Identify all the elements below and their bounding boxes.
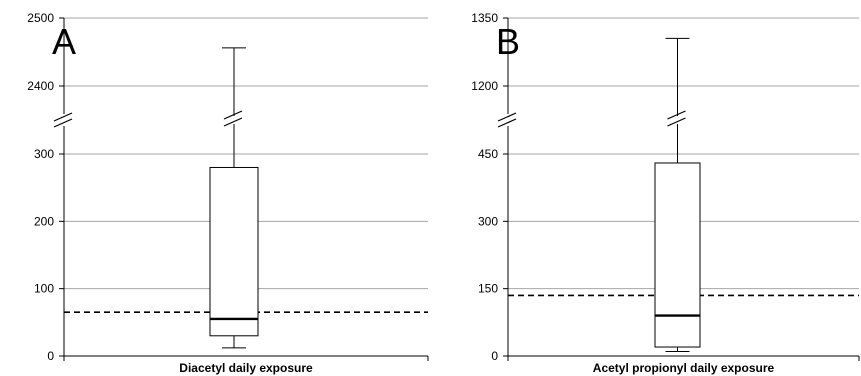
x-axis-label: Diacetyl daily exposure [179,361,313,375]
axis-break-mark [53,118,73,128]
y-tick-label: 0 [47,349,54,363]
y-tick-label: 2400 [27,79,54,93]
y-tick-label: 300 [478,214,498,228]
whisker-break-mark [667,110,686,120]
whisker-break-mark [223,110,243,120]
box-iqr [209,166,259,337]
y-tick-label: 2500 [27,11,54,25]
panel-label: B [496,21,520,62]
y-tick-label: 300 [34,147,54,161]
y-tick-label: 100 [34,282,54,296]
y-tick-label: 0 [491,349,498,363]
axis-break-mark [497,118,517,128]
axis-break-mark [497,112,517,122]
panel-label: A [52,21,76,62]
y-tick-label: 1200 [471,79,498,93]
y-tick-label: 1350 [471,11,498,25]
y-tick-label: 150 [478,282,498,296]
panel-b: 0 150 300 450 1200 1350 Acetyl propionyl daily… [471,11,860,375]
y-tick-label: 200 [34,214,54,228]
axis-break-mark [53,112,73,122]
box-iqr [654,162,701,348]
x-axis-label: Acetyl propionyl daily exposure [593,361,775,375]
panel-a: 0 100 200 300 2400 2500 Diacetyl daily exposur… [27,11,429,375]
y-tick-label: 450 [478,147,498,161]
whisker-break-mark [667,117,686,127]
whisker-break-mark [223,117,243,127]
